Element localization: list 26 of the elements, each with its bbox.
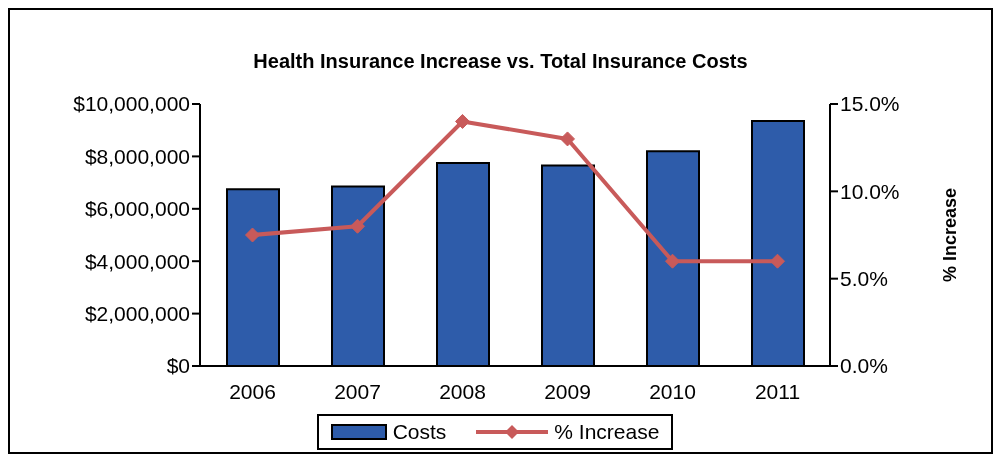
y-tick-label: $4,000,000 xyxy=(84,249,190,273)
legend-label: % Increase xyxy=(553,420,660,444)
point xyxy=(665,253,680,269)
x-tick-label: 2006 xyxy=(229,379,276,403)
y2-tick-label: 0.0% xyxy=(840,354,888,378)
x-tick-label: 2007 xyxy=(334,379,381,403)
point xyxy=(350,218,365,234)
y2-tick-label: 5.0% xyxy=(840,267,888,291)
y2-axis-title: % Increase xyxy=(940,187,961,283)
x-tick-label: 2011 xyxy=(754,379,801,403)
x-tick-label: 2010 xyxy=(649,379,696,403)
y-tick-label: $8,000,000 xyxy=(84,144,190,168)
point xyxy=(560,131,575,147)
y-tick-label: $6,000,000 xyxy=(84,197,190,221)
point xyxy=(770,253,785,269)
point xyxy=(455,113,470,129)
y-tick-label: $0 xyxy=(166,354,190,378)
y-tick-label: $10,000,000 xyxy=(73,92,190,116)
y2-tick-label: 15.0% xyxy=(840,92,900,116)
chart-title: Health Insurance Increase vs. Total Insurance Costs xyxy=(252,50,749,74)
point xyxy=(245,227,260,243)
x-tick-label: 2008 xyxy=(439,379,486,403)
y2-tick-label: 10.0% xyxy=(840,179,900,203)
legend-label: Costs xyxy=(391,420,447,444)
x-tick-label: 2009 xyxy=(544,379,591,403)
y-tick-label: $2,000,000 xyxy=(84,302,190,326)
